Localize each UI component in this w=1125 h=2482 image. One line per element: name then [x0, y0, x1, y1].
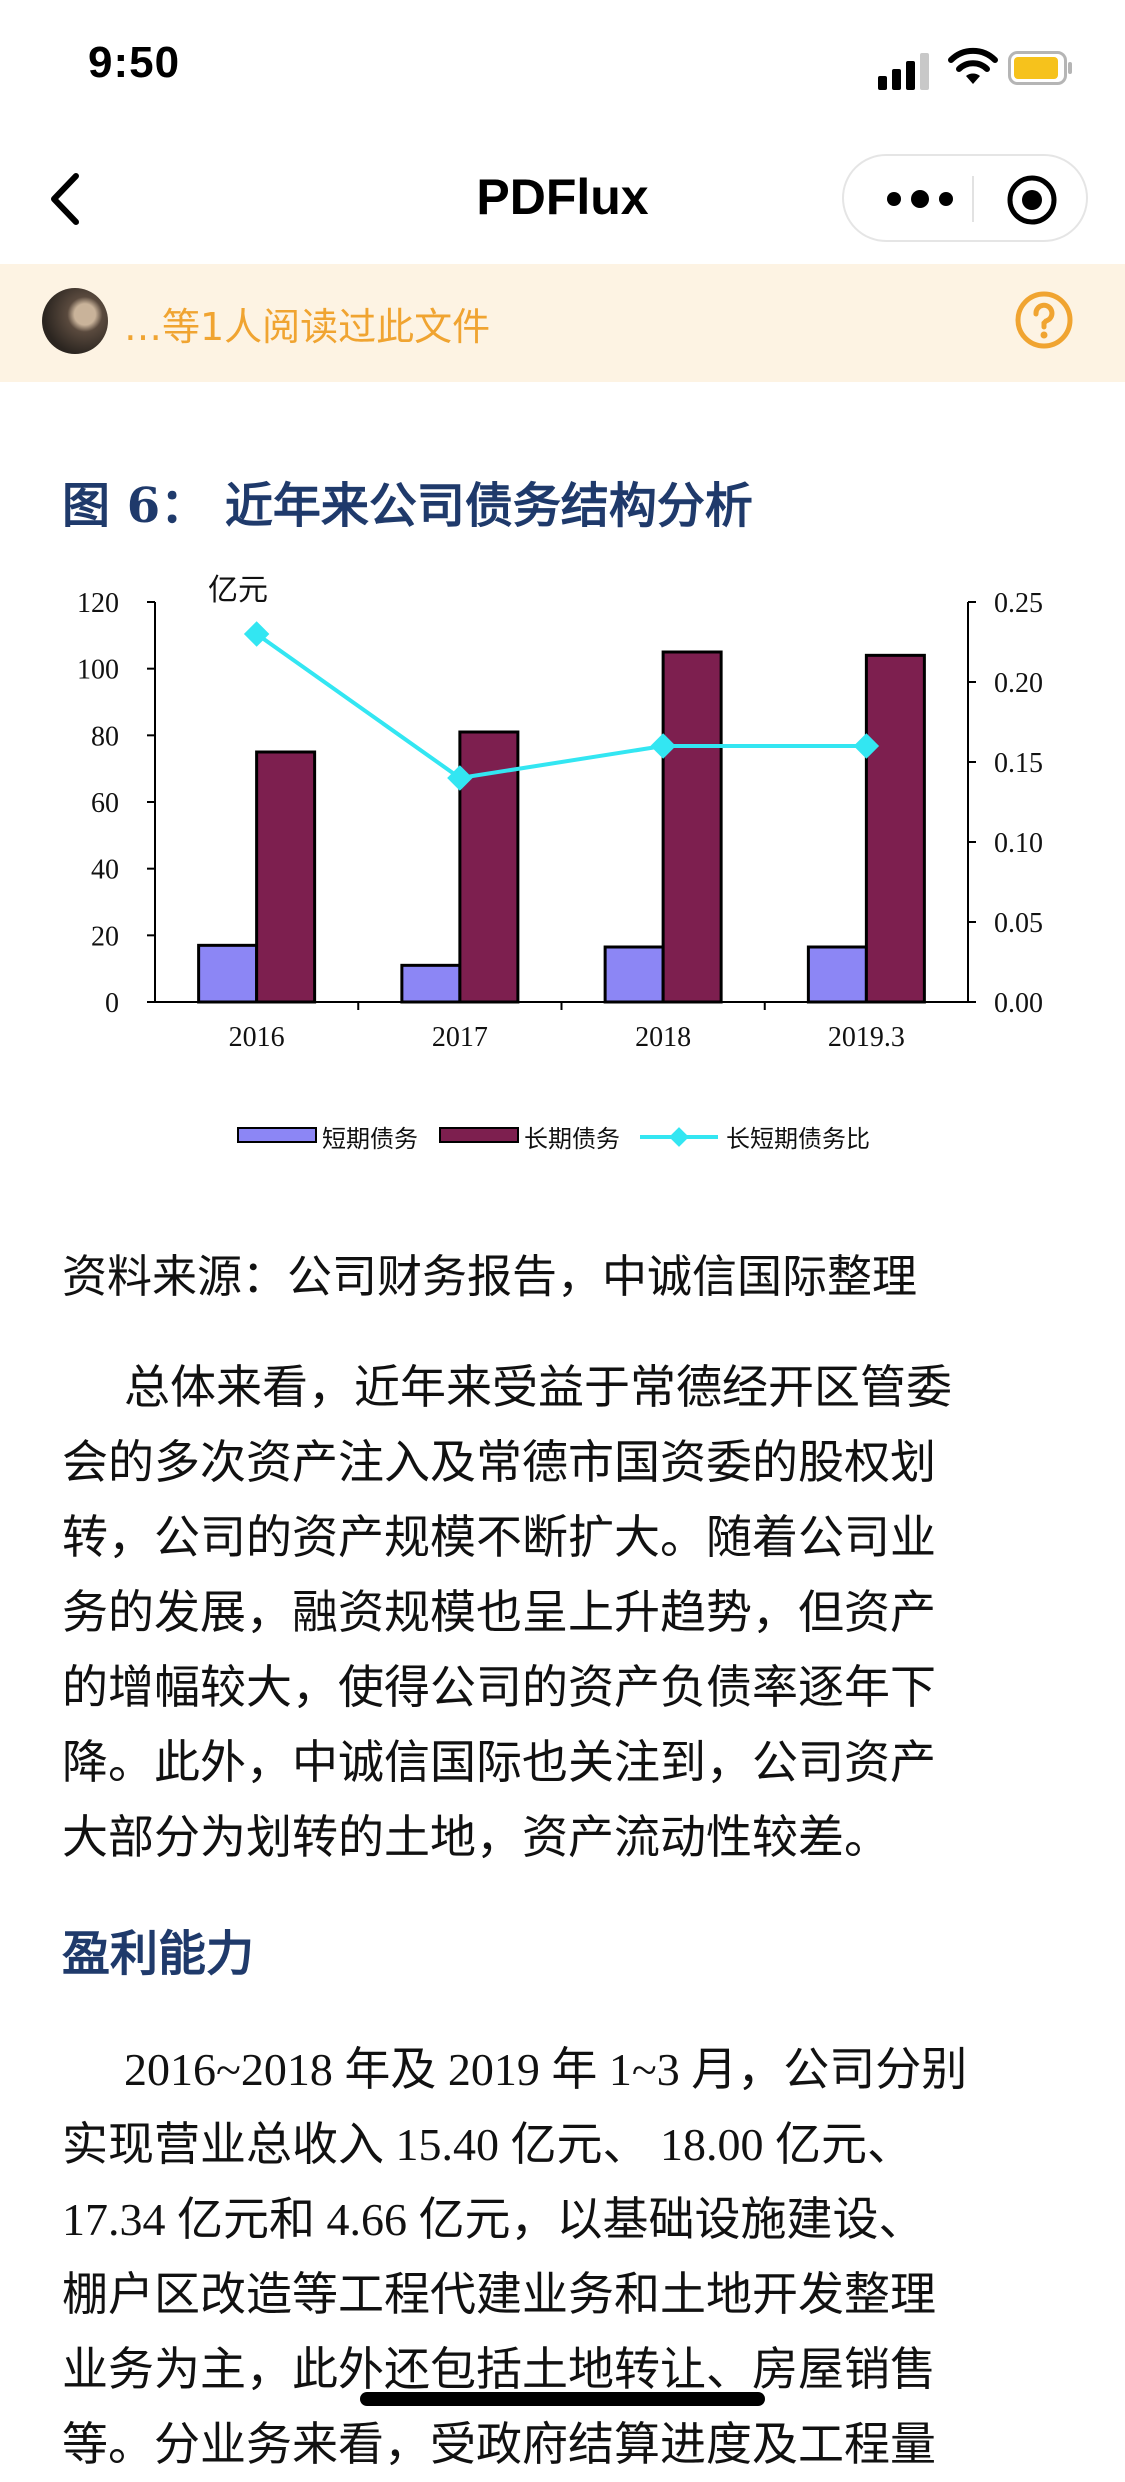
- status-bar: 9:50: [0, 0, 1125, 140]
- line-ratio-series: [255, 632, 867, 781]
- paragraph-line: 业务为主，此外还包括土地转让、房屋销售: [62, 2344, 936, 2395]
- paragraph-line: 大部分为划转的土地，资产流动性较差。: [62, 1810, 890, 1864]
- debt-structure-chart: 0 20 40 60 80 100 120 0.00 0.05 0.10 0.15 0.20 0.25 亿…: [77, 573, 1043, 1153]
- y-left-tick-label: 80: [91, 721, 119, 752]
- more-options-icon[interactable]: [880, 184, 960, 214]
- y-left-tick-label: 100: [77, 655, 119, 686]
- legend-label-ratio: 长短期债务比: [726, 1125, 870, 1153]
- wifi-icon: [948, 47, 998, 84]
- home-indicator[interactable]: [360, 2392, 765, 2406]
- paragraph-line: 转，公司的资产规模不断扩大。随着公司业: [62, 1510, 936, 1564]
- battery-icon: [1008, 51, 1072, 85]
- bar-short-term: [400, 963, 462, 1004]
- bar-short-term: [806, 945, 868, 1004]
- y-left-tick-label: 20: [91, 921, 119, 952]
- cellular-signal-icon: [878, 50, 934, 90]
- legend-label-short-term: 短期债务: [322, 1125, 418, 1153]
- line-ratio-point: [447, 765, 473, 791]
- y-right-tick-label: 0.05: [994, 908, 1043, 939]
- paragraph-line: 总体来看，近年来受益于常德经开区管委: [124, 1360, 952, 1414]
- bar-short-term: [197, 943, 259, 1004]
- y-left-tick-label: 60: [91, 788, 119, 819]
- back-chevron-icon[interactable]: [42, 164, 92, 234]
- paragraph-line: 的增幅较大，使得公司的资产负债率逐年下: [62, 1660, 936, 1714]
- line-ratio-point: [243, 621, 270, 647]
- document-view: 图 6： 近年来公司债务结构分析 0 20 40 60 80 100 120 0.00 0.05…: [0, 382, 1125, 2470]
- paragraph-line: 17.34 亿元和 4.66 亿元，以基础设施建设、: [62, 2194, 925, 2245]
- y-right-tick-label: 0.25: [994, 588, 1043, 619]
- paragraph-line: 棚户区改造等工程代建业务和土地开发整理: [62, 2269, 936, 2320]
- y-right-tick-label: 0.10: [994, 828, 1043, 859]
- mini-program-capsule: [842, 154, 1088, 242]
- paragraph-profitability: 2016~2018 年及 2019 年 1~3 月，公司分别 实现营业总收入 1…: [62, 2032, 1072, 2482]
- paragraph-line: 2016~2018 年及 2019 年 1~3 月，公司分别: [124, 2044, 968, 2095]
- legend-marker-ratio: [669, 1127, 689, 1147]
- close-target-icon[interactable]: [1006, 174, 1058, 226]
- x-tick-label: 2018: [635, 1022, 691, 1053]
- bar-long-term: [255, 750, 317, 1004]
- x-tick-label: 2017: [432, 1022, 488, 1053]
- y-right-tick-label: 0.20: [994, 668, 1043, 699]
- nav-bar: PDFlux: [0, 140, 1125, 264]
- legend-swatch-short-term: [237, 1127, 317, 1143]
- section-heading: 盈利能力: [62, 1926, 255, 1982]
- y-right-tick-label: 0.00: [994, 988, 1043, 1019]
- paragraph-line: 实现营业总收入 15.40 亿元、 18.00 亿元、: [62, 2119, 913, 2170]
- paragraph-line: 务的发展，融资规模也呈上升趋势，但资产: [62, 1585, 936, 1639]
- figure-title: 图 6： 近年来公司债务结构分析: [62, 478, 753, 534]
- paragraph-line: 等。分业务来看，受政府结算进度及工程量: [62, 2419, 936, 2470]
- y-left-unit-label: 亿元: [208, 573, 268, 608]
- x-tick-label: 2019.3: [828, 1022, 905, 1053]
- paragraph-line: 会的多次资产注入及常德市国资委的股权划: [62, 1435, 936, 1489]
- y-right-tick-label: 0.15: [994, 748, 1043, 779]
- y-left-tick-label: 40: [91, 855, 119, 886]
- readers-banner[interactable]: …等1人阅读过此文件: [0, 264, 1125, 382]
- line-ratio-point: [853, 733, 880, 759]
- x-tick-label: 2016: [229, 1022, 285, 1053]
- avatar: [42, 288, 108, 354]
- figure-source: 资料来源：公司财务报告，中诚信国际整理: [62, 1250, 918, 1303]
- legend-label-long-term: 长期债务: [524, 1125, 620, 1153]
- y-left-tick-label: 0: [105, 988, 119, 1019]
- bar-long-term: [864, 653, 926, 1004]
- legend-swatch-long-term: [439, 1127, 519, 1143]
- bar-short-term: [603, 945, 665, 1004]
- help-icon[interactable]: [1014, 290, 1074, 350]
- page-title: PDFlux: [476, 169, 649, 225]
- line-ratio-point: [650, 733, 676, 759]
- y-left-tick-label: 120: [77, 588, 119, 619]
- readers-text: …等1人阅读过此文件: [124, 305, 491, 349]
- status-time: 9:50: [88, 38, 181, 87]
- paragraph-line: 降。此外，中诚信国际也关注到，公司资产: [62, 1735, 936, 1789]
- paragraph-overview: 总体来看，近年来受益于常德经开区管委 会的多次资产注入及常德市国资委的股权划 转…: [62, 1350, 1072, 1875]
- bar-long-term: [661, 650, 723, 1004]
- capsule-divider: [972, 176, 974, 222]
